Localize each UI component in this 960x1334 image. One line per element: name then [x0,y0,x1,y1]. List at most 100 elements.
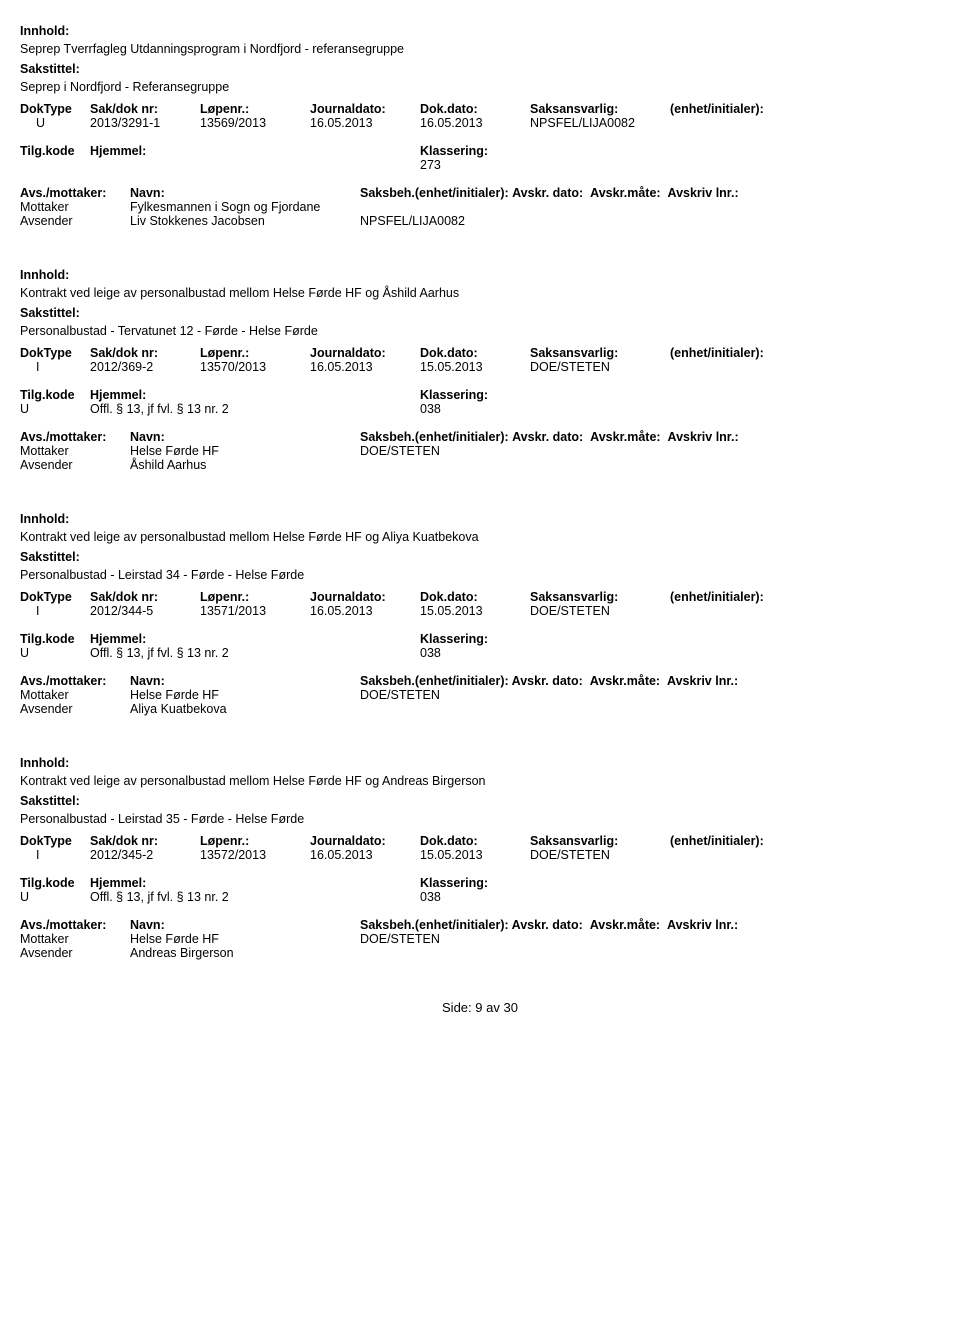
tilgkode-value: U [20,402,90,416]
enhet-header: (enhet/initialer): [670,102,940,116]
doktype-header: DokType [20,346,90,360]
party-table: Avs./mottaker: Navn: Saksbeh.(enhet/init… [20,186,940,228]
tilgkode-header: Tilg.kode [20,632,90,646]
dokdato-header: Dok.dato: [420,102,530,116]
lopenr-value: 13572/2013 [200,848,310,862]
mottaker-label: Mottaker [20,688,130,702]
footer-av-label: av [486,1000,500,1015]
avsender-saksbeh [360,946,940,960]
avsender-navn: Aliya Kuatbekova [130,702,360,716]
avsender-saksbeh: NPSFEL/LIJA0082 [360,214,940,228]
lopenr-header: Løpenr.: [200,102,310,116]
innhold-label: Innhold: [20,24,940,38]
saksbeh-header: Saksbeh.(enhet/initialer): Avskr. dato: … [360,918,940,932]
dokdato-value: 15.05.2013 [420,848,530,862]
avsmottaker-header: Avs./mottaker: [20,918,130,932]
klassering-value: 038 [420,402,940,416]
innhold-text: Kontrakt ved leige av personalbustad mel… [20,530,940,544]
mottaker-label: Mottaker [20,444,130,458]
sakstittel-label: Sakstittel: [20,794,940,808]
lopenr-value: 13571/2013 [200,604,310,618]
avsender-navn: Andreas Birgerson [130,946,360,960]
doktype-header: DokType [20,590,90,604]
footer-side-label: Side: [442,1000,472,1015]
saksbeh-header: Saksbeh.(enhet/initialer): Avskr. dato: … [360,674,940,688]
footer-page: 9 [475,1000,482,1015]
sakstittel-text: Personalbustad - Leirstad 34 - Førde - H… [20,568,940,582]
avsender-label: Avsender [20,214,130,228]
mottaker-label: Mottaker [20,200,130,214]
sakdok-header: Sak/dok nr: [90,834,200,848]
dokdato-header: Dok.dato: [420,346,530,360]
avsender-navn: Åshild Aarhus [130,458,360,472]
lopenr-header: Løpenr.: [200,834,310,848]
hjemmel-header: Hjemmel: [90,876,420,890]
mottaker-navn: Helse Førde HF [130,932,360,946]
innhold-label: Innhold: [20,268,940,282]
avsmottaker-header: Avs./mottaker: [20,186,130,200]
mottaker-navn: Helse Førde HF [130,444,360,458]
journaldato-header: Journaldato: [310,590,420,604]
navn-header: Navn: [130,430,360,444]
saksansvarlig-value: DOE/STETEN [530,360,670,374]
party-table: Avs./mottaker: Navn: Saksbeh.(enhet/init… [20,674,940,716]
lopenr-value: 13569/2013 [200,116,310,130]
journal-entry: Innhold: Seprep Tverrfagleg Utdanningspr… [20,24,940,228]
sakdok-value: 2012/344-5 [90,604,200,618]
doktype-header: DokType [20,102,90,116]
klassering-value: 038 [420,890,940,904]
saksansvarlig-header: Saksansvarlig: [530,102,670,116]
enhet-header: (enhet/initialer): [670,590,940,604]
innhold-text: Seprep Tverrfagleg Utdanningsprogram i N… [20,42,940,56]
enhet-header: (enhet/initialer): [670,834,940,848]
klassering-header: Klassering: [420,632,940,646]
sakstittel-label: Sakstittel: [20,306,940,320]
mottaker-label: Mottaker [20,932,130,946]
innhold-label: Innhold: [20,756,940,770]
avsender-saksbeh [360,458,940,472]
hjemmel-value: Offl. § 13, jf fvl. § 13 nr. 2 [90,402,420,416]
saksansvarlig-value: DOE/STETEN [530,848,670,862]
sakstittel-text: Personalbustad - Tervatunet 12 - Førde -… [20,324,940,338]
navn-header: Navn: [130,918,360,932]
tilgkode-value: U [20,646,90,660]
hjemmel-table: Tilg.kode Hjemmel: Klassering: U Offl. §… [20,632,940,660]
mottaker-saksbeh [360,200,940,214]
mottaker-navn: Helse Førde HF [130,688,360,702]
tilgkode-value: U [20,890,90,904]
tilgkode-header: Tilg.kode [20,144,90,158]
lopenr-header: Løpenr.: [200,590,310,604]
innhold-text: Kontrakt ved leige av personalbustad mel… [20,286,940,300]
journaldato-value: 16.05.2013 [310,604,420,618]
avsender-label: Avsender [20,946,130,960]
mottaker-navn: Fylkesmannen i Sogn og Fjordane [130,200,360,214]
klassering-value: 273 [420,158,940,172]
party-table: Avs./mottaker: Navn: Saksbeh.(enhet/init… [20,430,940,472]
tilgkode-value [20,158,90,172]
journal-entry: Innhold: Kontrakt ved leige av personalb… [20,756,940,960]
saksansvarlig-header: Saksansvarlig: [530,834,670,848]
journaldato-value: 16.05.2013 [310,116,420,130]
hjemmel-table: Tilg.kode Hjemmel: Klassering: 273 [20,144,940,172]
klassering-header: Klassering: [420,144,940,158]
footer-total: 30 [504,1000,518,1015]
meta-table: DokType Sak/dok nr: Løpenr.: Journaldato… [20,590,940,618]
navn-header: Navn: [130,186,360,200]
party-table: Avs./mottaker: Navn: Saksbeh.(enhet/init… [20,918,940,960]
hjemmel-value: Offl. § 13, jf fvl. § 13 nr. 2 [90,890,420,904]
dokdato-header: Dok.dato: [420,590,530,604]
doktype-value: I [20,604,90,618]
meta-table: DokType Sak/dok nr: Løpenr.: Journaldato… [20,102,940,130]
hjemmel-value [90,158,420,172]
meta-table: DokType Sak/dok nr: Løpenr.: Journaldato… [20,834,940,862]
journaldato-value: 16.05.2013 [310,360,420,374]
journaldato-header: Journaldato: [310,834,420,848]
journal-entry: Innhold: Kontrakt ved leige av personalb… [20,268,940,472]
hjemmel-header: Hjemmel: [90,144,420,158]
mottaker-saksbeh: DOE/STETEN [360,688,940,702]
sakdok-header: Sak/dok nr: [90,346,200,360]
sakdok-header: Sak/dok nr: [90,590,200,604]
avsmottaker-header: Avs./mottaker: [20,430,130,444]
dokdato-value: 15.05.2013 [420,604,530,618]
innhold-text: Kontrakt ved leige av personalbustad mel… [20,774,940,788]
